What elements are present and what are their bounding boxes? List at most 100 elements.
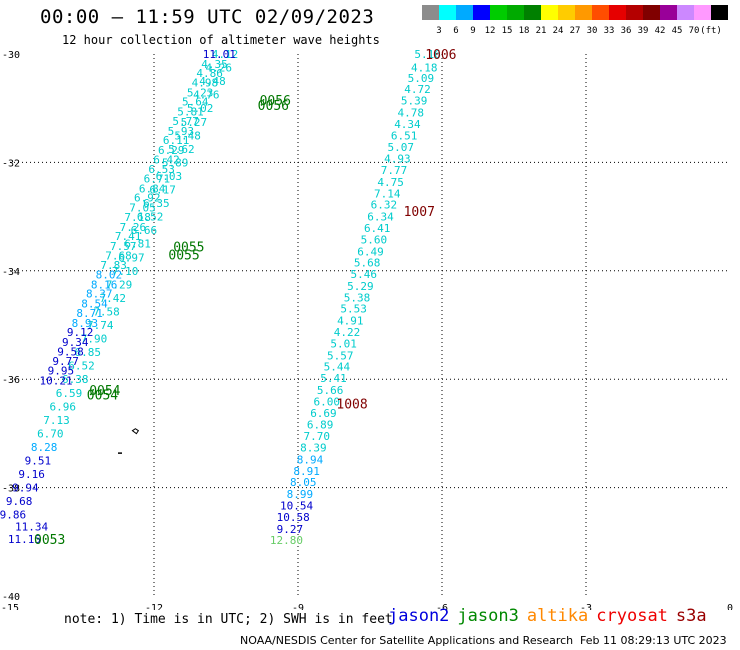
page-title: 00:00 – 11:59 UTC 02/09/2023 [40,6,375,28]
color-scale-swatch [677,5,694,20]
time-label: 0053 [34,533,65,548]
wave-height-label: 7.41 [115,230,142,243]
wave-height-label: 7.05 [129,201,156,214]
wave-height-label: 4.98 [192,77,219,90]
wave-height-label: 6.00 [314,395,341,408]
color-scale-label: 21 [536,26,547,36]
wave-height-label: 9.95 [48,365,75,378]
wave-height-label: 7.57 [110,240,137,253]
wave-height-label: 7.18 [124,211,151,224]
wave-height-label: 8.16 [91,278,118,291]
color-scale-swatch [643,5,660,20]
wave-height-label: 4.34 [394,118,421,131]
wave-height-label: 6.11 [163,134,190,147]
wave-height-label: 9.68 [6,495,33,508]
color-scale-label: 70 [689,26,700,36]
wave-height-label: 7.77 [381,164,408,177]
wave-height-label: 6.17 [149,184,176,197]
satellite-legend: jason2 jason3 altika cryosat s3a [388,606,715,626]
wave-height-label: 4.22 [334,326,361,339]
wave-height-label: 9.16 [18,468,45,481]
color-scale-label: 6 [453,26,458,36]
footer-note: note: 1) Time is in UTC; 2) SWH is in fe… [64,612,393,627]
wave-height-label: 4.75 [377,176,404,189]
wave-height-label: 6.29 [158,144,185,157]
y-tick-label: -38 [2,484,20,495]
wave-height-label: 8.54 [81,297,108,310]
color-scale-label: 27 [570,26,581,36]
y-tick-label: -36 [2,375,20,386]
wave-height-label: 9.51 [25,455,52,468]
wave-height-label: 8.02 [96,269,123,282]
wave-height-label: 9.77 [52,355,79,368]
wave-height-label: 5.77 [172,115,199,128]
wave-height-label: 6.52 [137,211,164,224]
wave-height-label: 6.35 [143,197,170,210]
satellite-legend-s3a: s3a [675,606,707,626]
color-scale-label: 12 [485,26,496,36]
wave-height-label: 9.34 [62,336,89,349]
wave-height-label: 5.01 [330,337,357,350]
wave-height-label: 9.12 [67,326,94,339]
wave-height-label: 10.58 [277,511,310,524]
color-scale-swatch [592,5,609,20]
color-scale-swatch [439,5,456,20]
color-scale-label: 39 [638,26,649,36]
wave-height-label: 6.70 [37,427,64,440]
wave-height-label: 6.81 [124,238,151,251]
color-scale-label: 42 [655,26,666,36]
wave-height-label: 6.97 [118,251,145,264]
wave-height-label: 6.69 [310,407,337,420]
wave-height-label: 8.94 [297,453,324,466]
time-label: 0054 [89,384,120,399]
wave-height-label: 5.07 [387,141,414,154]
wave-height-label: 6.96 [50,400,77,413]
time-label: 0056 [258,99,289,114]
y-tick-label: -30 [2,50,20,61]
wave-height-label: 5.93 [168,125,195,138]
wave-height-label: 5.38 [344,291,371,304]
time-label: 1006 [425,48,456,63]
wave-height-label: 5.60 [361,233,388,246]
wave-height-label: 6.52 [68,360,95,373]
wave-height-label: 9.94 [12,482,39,495]
color-scale-swatch [575,5,592,20]
wave-height-label: 4.86 [196,67,223,80]
color-scale-swatch [626,5,643,20]
wave-height-label: 6.32 [371,199,398,212]
wave-height-label: 4.26 [206,62,233,75]
wave-height-label: 6.71 [144,173,171,186]
color-scale-swatch [490,5,507,20]
wave-height-label: 7.13 [43,414,70,427]
time-label: 0056 [260,94,291,109]
wave-height-label: 4.12 [212,48,239,61]
satellite-legend-cryosat: cryosat [596,606,668,626]
wave-height-label: 4.93 [384,153,411,166]
wave-height-label: 5.09 [408,72,435,85]
color-scale-label: 30 [587,26,598,36]
wave-height-label: 4.78 [398,107,425,120]
wave-height-label: 10.54 [280,499,313,512]
x-tick-label: -3 [580,603,592,610]
wave-height-label: 6.53 [148,163,175,176]
time-label: 0055 [168,249,199,264]
wave-height-label: 6.34 [367,211,394,224]
footer-credit: NOAA/NESDIS Center for Satellite Applica… [240,634,574,647]
wave-height-label: 7.90 [81,333,108,346]
wave-height-label: 6.41 [364,222,391,235]
color-scale-label: 36 [621,26,632,36]
wave-height-label: 4.91 [337,315,364,328]
wave-height-label: 9.27 [277,523,304,536]
wave-height-label: 5.27 [181,116,208,129]
wave-height-label: 5.48 [174,129,201,142]
color-scale-label: 9 [470,26,475,36]
footer-timestamp: Feb 11 08:29:13 UTC 2023 [580,634,727,647]
x-tick-label: -9 [292,603,304,610]
wave-height-label: 4.76 [193,89,220,102]
wave-height-label: 11.34 [15,521,48,534]
wave-height-label: 5.62 [168,143,195,156]
wave-height-label: 6.51 [391,129,418,142]
x-tick-label: -12 [145,603,163,610]
color-scale-swatch [694,5,711,20]
wave-height-label: 6.66 [131,224,158,237]
